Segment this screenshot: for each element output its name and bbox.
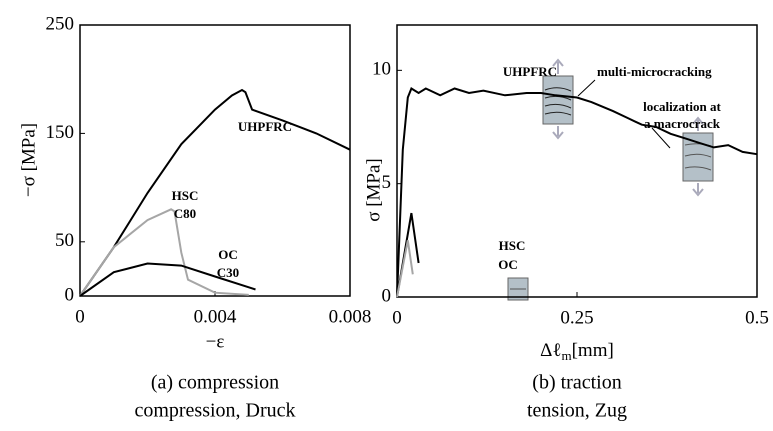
caption: (a) compression [151, 372, 279, 394]
leader-lines [577, 79, 671, 149]
series-label: UHPFRC [503, 64, 557, 79]
caption: compression, Druck [134, 400, 295, 422]
annotation: multi-microcracking [597, 64, 712, 79]
y-axis-label: σ [MPa] [363, 158, 384, 222]
y-tick-label: 250 [46, 13, 75, 34]
y-tick-label: 0 [65, 284, 75, 305]
annotation: a macrocrack [644, 116, 721, 131]
caption: (b) traction [532, 372, 621, 394]
series-label: HSC [499, 238, 526, 253]
x-tick-label: 0 [75, 306, 85, 327]
series-label: OC [218, 247, 238, 262]
specimen-icon [542, 75, 574, 125]
series-grade: C30 [217, 265, 239, 280]
series-line [79, 208, 249, 297]
arrows [692, 116, 704, 197]
x-label-subscript: m [561, 348, 571, 363]
x-axis-label: −ε [206, 331, 225, 352]
x-tick-label: 0.25 [560, 307, 593, 328]
icons [507, 58, 714, 301]
x-axis-label: Δℓm[mm] [540, 340, 614, 363]
x-label-symbol: Δℓ [540, 340, 561, 361]
x-label-unit: [mm] [572, 340, 614, 361]
x-tick-label: 0.008 [329, 306, 372, 327]
series-label: UHPFRC [238, 119, 292, 134]
y-axis-label: −σ [MPa] [18, 123, 39, 197]
y-tick-label: 150 [46, 122, 75, 143]
series-line [396, 240, 414, 298]
y-tick-label: 10 [372, 59, 391, 80]
x-tick-label: 0.004 [194, 306, 237, 327]
series-line [396, 87, 758, 298]
plot-frame [79, 24, 351, 297]
y-tick-label: 50 [55, 230, 74, 251]
x-tick-label: 0 [392, 307, 402, 328]
series-label: OC [498, 257, 518, 272]
series-label: HSC [172, 188, 199, 203]
series-line [79, 262, 256, 297]
arrows [552, 58, 564, 140]
series-line [79, 88, 351, 297]
y-tick-label: 0 [382, 285, 392, 306]
y-tick-label: 5 [382, 172, 392, 193]
x-tick-label: 0.5 [745, 307, 769, 328]
series-grade: C80 [174, 206, 196, 221]
specimen-icon [682, 132, 714, 182]
caption: tension, Zug [527, 400, 627, 422]
annotation: localization at [643, 99, 721, 114]
